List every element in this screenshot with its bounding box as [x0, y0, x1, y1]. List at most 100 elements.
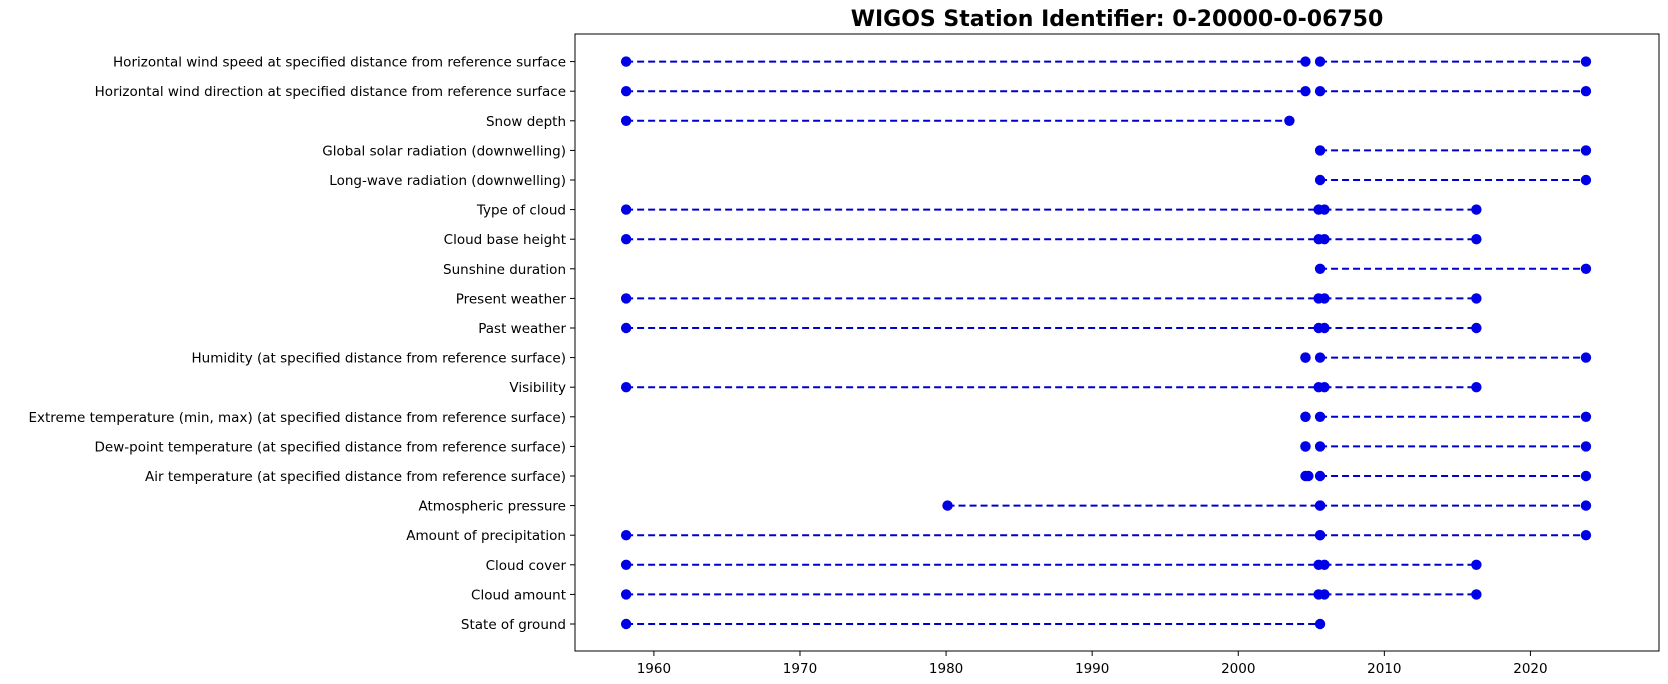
- x-tick-label: 1990: [1075, 661, 1109, 677]
- data-point: [1580, 530, 1592, 541]
- series-row: [1300, 470, 1592, 482]
- series-row: [620, 589, 1482, 600]
- series-row: [620, 618, 1326, 630]
- x-tick-label: 1970: [783, 661, 817, 677]
- series-row: [620, 204, 1482, 215]
- data-point: [1580, 263, 1592, 274]
- data-point: [1580, 500, 1592, 511]
- data-point: [1314, 56, 1326, 67]
- series-row: [620, 56, 1592, 67]
- data-point: [1314, 500, 1326, 511]
- data-point: [620, 382, 632, 393]
- data-point: [620, 589, 632, 600]
- y-tick-label: Global solar radiation (downwelling): [322, 143, 566, 159]
- data-point: [1300, 411, 1311, 422]
- data-point: [1471, 293, 1482, 304]
- data-point: [1580, 145, 1592, 156]
- data-point: [1319, 559, 1330, 570]
- series-row: [942, 500, 1592, 511]
- y-tick-label: Cloud base height: [444, 232, 566, 248]
- plot-frame: [574, 33, 1660, 652]
- y-tick-label: Horizontal wind direction at specified d…: [95, 84, 566, 100]
- data-point: [1319, 234, 1330, 245]
- y-tick-label: Atmospheric pressure: [419, 499, 567, 515]
- data-point: [1580, 441, 1592, 452]
- y-tick-label: Cloud amount: [471, 587, 566, 603]
- series-row: [620, 86, 1592, 97]
- y-tick-label: Past weather: [478, 321, 566, 337]
- data-point: [1300, 441, 1311, 452]
- x-tick-label: 2020: [1513, 661, 1547, 677]
- series-row: [620, 382, 1482, 393]
- data-point: [1580, 174, 1592, 186]
- chart-title: WIGOS Station Identifier: 0-20000-0-0675…: [851, 7, 1384, 32]
- y-tick-label: Horizontal wind speed at specified dista…: [113, 55, 566, 71]
- series-row: [620, 559, 1482, 570]
- data-point: [1471, 234, 1482, 245]
- data-point: [1314, 411, 1326, 422]
- data-point: [1314, 86, 1326, 97]
- data-point: [1319, 322, 1330, 334]
- series-row: [620, 115, 1295, 127]
- data-point: [620, 293, 632, 304]
- data-point: [1300, 56, 1311, 67]
- data-point: [1319, 293, 1330, 304]
- data-point: [1471, 559, 1482, 570]
- data-point: [620, 56, 632, 67]
- data-point: [1580, 86, 1592, 97]
- data-point: [1580, 56, 1592, 67]
- data-point: [1319, 204, 1330, 215]
- data-point: [620, 559, 632, 570]
- data-point: [1314, 618, 1326, 630]
- data-point: [620, 322, 632, 334]
- y-tick-label: Type of cloud: [476, 203, 566, 219]
- data-point: [1303, 470, 1314, 482]
- data-point: [1314, 530, 1326, 541]
- data-point: [1314, 441, 1326, 452]
- data-point: [1314, 352, 1326, 363]
- data-point: [1580, 352, 1592, 363]
- y-tick-label: Air temperature (at specified distance f…: [145, 469, 566, 485]
- series-row: [1300, 352, 1592, 363]
- y-tick-label: Dew-point temperature (at specified dist…: [95, 439, 566, 455]
- data-point: [620, 115, 632, 127]
- data-point: [1471, 382, 1482, 393]
- series-row: [620, 293, 1482, 304]
- data-point: [1284, 115, 1295, 127]
- series-row: [1314, 145, 1592, 156]
- y-tick-label: Extreme temperature (min, max) (at speci…: [28, 410, 566, 426]
- y-tick-label: Cloud cover: [486, 558, 567, 574]
- y-tick-label: Sunshine duration: [443, 262, 566, 278]
- data-point: [620, 234, 632, 245]
- chart-marks: [620, 56, 1592, 630]
- series-row: [1314, 263, 1592, 274]
- data-point: [1300, 352, 1311, 363]
- data-point: [1580, 411, 1592, 422]
- series-row: [1300, 441, 1592, 452]
- data-point: [1319, 589, 1330, 600]
- x-tick-label: 1960: [637, 661, 671, 677]
- series-row: [620, 322, 1482, 334]
- y-tick-label: Present weather: [456, 291, 567, 307]
- y-tick-label: State of ground: [461, 617, 566, 633]
- data-point: [1314, 470, 1326, 482]
- data-point: [1471, 322, 1482, 334]
- data-point: [1471, 204, 1482, 215]
- data-point: [1300, 86, 1311, 97]
- series-row: [1300, 411, 1592, 422]
- x-tick-label: 2010: [1367, 661, 1401, 677]
- data-point: [1580, 470, 1592, 482]
- y-tick-label: Humidity (at specified distance from ref…: [192, 351, 567, 367]
- y-tick-label: Long-wave radiation (downwelling): [329, 173, 566, 189]
- data-point: [620, 204, 632, 215]
- data-point: [1314, 263, 1326, 274]
- series-row: [620, 530, 1592, 541]
- y-tick-label: Snow depth: [486, 114, 566, 130]
- data-point: [620, 530, 632, 541]
- x-tick-label: 2000: [1221, 661, 1255, 677]
- data-point: [1471, 589, 1482, 600]
- data-point: [1314, 145, 1326, 156]
- y-tick-label: Visibility: [509, 380, 566, 396]
- y-axis: State of ground Cloud amount Cloud cover Am…: [28, 55, 575, 633]
